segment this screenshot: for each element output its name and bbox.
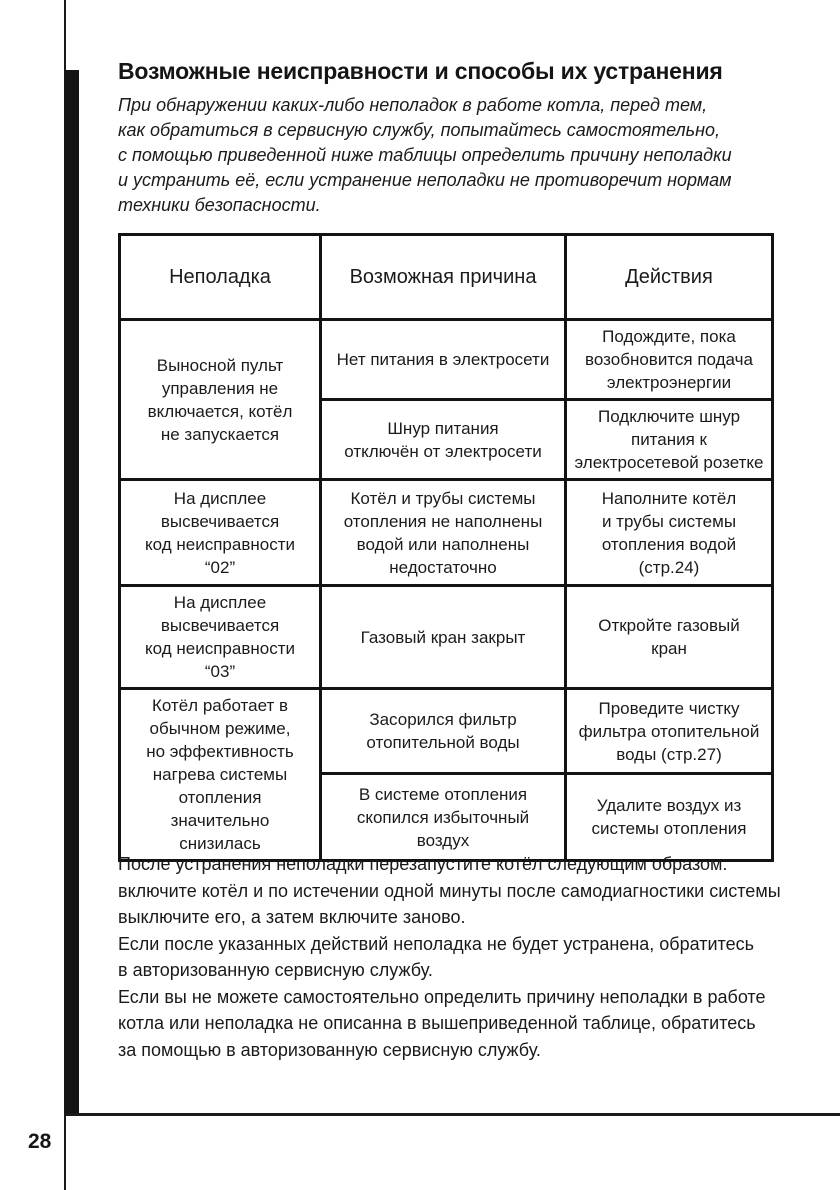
problem-cell: Котёл работает в обычном режиме, но эффе… xyxy=(118,687,322,862)
left-accent-bar xyxy=(64,70,79,1115)
table-header-row: Неполадка Возможная причина Действия xyxy=(118,233,774,321)
table-row: Шнур питания отключён от электросети Под… xyxy=(120,398,774,481)
cause-cell: Засорился фильтр отопительной воды xyxy=(319,686,567,776)
cause-cell: Нет питания в электросети xyxy=(319,318,567,401)
footer-paragraph-unknown-fault: Если вы не можете самостоятельно определ… xyxy=(118,986,766,1060)
troubleshooting-table: Неполадка Возможная причина Действия Вын… xyxy=(118,233,774,862)
table-row: В системе отопления скопился избыточный … xyxy=(120,772,774,862)
cause-cell: Шнур питания отключён от электросети xyxy=(319,398,567,481)
action-cell: Подключите шнур питания к электросетевой… xyxy=(564,398,774,481)
table-row: На дисплее высвечивается код неисправнос… xyxy=(118,478,774,587)
problem-cell: На дисплее высвечивается код неисправнос… xyxy=(118,584,322,690)
cause-cell: Котёл и трубы системы отопления не напол… xyxy=(319,478,567,587)
action-cell: Подождите, пока возобновится подача элек… xyxy=(564,318,774,401)
column-header-cause: Возможная причина xyxy=(319,233,567,321)
footer-paragraph-restart: После устранения неполадки перезапустите… xyxy=(118,854,781,927)
footer-rule xyxy=(64,1113,840,1116)
problem-cell: На дисплее высвечивается код неисправнос… xyxy=(118,478,322,587)
action-cell: Проведите чистку фильтра отопительной во… xyxy=(564,686,774,776)
column-header-action: Действия xyxy=(564,233,774,321)
problem-cell: Выносной пульт управления не включается,… xyxy=(118,318,322,481)
page-title: Возможные неисправности и способы их уст… xyxy=(118,58,723,84)
page-number: 28 xyxy=(28,1130,52,1153)
intro-paragraph: При обнаружении каких-либо неполадок в р… xyxy=(118,95,732,215)
table-row: На дисплее высвечивается код неисправнос… xyxy=(118,584,774,690)
action-cell: Удалите воздух из системы отопления xyxy=(564,772,774,862)
action-cell: Откройте газовый кран xyxy=(564,584,774,690)
footer-paragraph-service: Если после указанных действий неполадка … xyxy=(118,933,754,981)
table-row: Котёл работает в обычном режиме, но эффе… xyxy=(118,686,774,862)
column-header-problem: Неполадка xyxy=(118,233,322,321)
action-cell: Наполните котёл и трубы системы отоплени… xyxy=(564,478,774,587)
table-row: Выносной пульт управления не включается,… xyxy=(118,318,774,481)
footer-text-block: После устранения неполадки перезапустите… xyxy=(118,851,818,1063)
cause-cell: Газовый кран закрыт xyxy=(319,584,567,690)
cause-cell: В системе отопления скопился избыточный … xyxy=(319,772,567,862)
